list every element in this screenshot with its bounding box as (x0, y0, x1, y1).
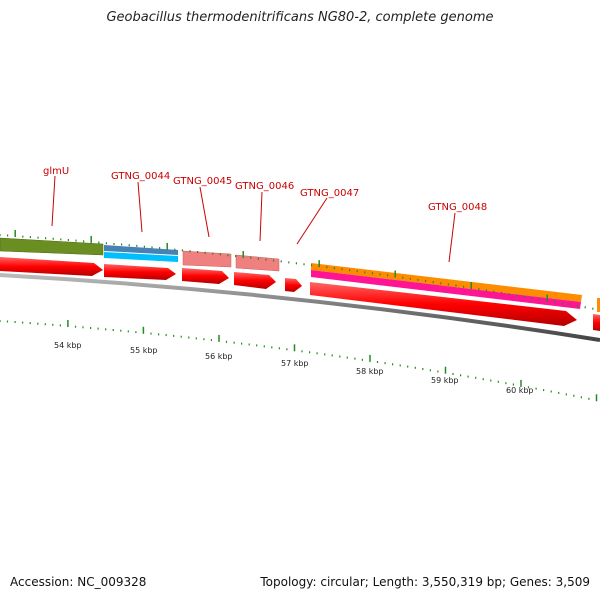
genome-summary-text: Topology: circular; Length: 3,550,319 bp… (260, 575, 590, 589)
next-feature-orange[interactable] (597, 298, 600, 312)
gene-label-glmU[interactable]: glmU (43, 166, 69, 177)
gene-label-gtng-0044[interactable]: GTNG_0044 (111, 171, 170, 182)
glmU-feature-box[interactable] (0, 237, 104, 256)
scale-label-59kbp: 59 kbp (431, 376, 459, 385)
feature-tracks (0, 237, 600, 312)
scale-label-57kbp: 57 kbp (281, 359, 309, 368)
scale-labels: 54 kbp 55 kbp 56 kbp 57 kbp 58 kbp 59 kb… (54, 341, 534, 395)
gtng-0044-leader (137, 181, 143, 233)
gene-label-gtng-0047[interactable]: GTNG_0047 (300, 188, 359, 199)
gtng-0046-leader (259, 191, 263, 242)
genome-backbone (0, 273, 600, 342)
gtng-0047-cds-arrow[interactable] (285, 278, 302, 292)
map-title: Geobacillus thermodenitrificans NG80-2, … (106, 10, 494, 25)
next-cds-arrow[interactable] (593, 314, 600, 331)
gtng-0048-feature-orange[interactable] (311, 263, 582, 302)
gene-label-gtng-0048[interactable]: GTNG_0048 (428, 202, 487, 213)
glmU-cds-arrow[interactable] (0, 257, 103, 276)
lower-tick-ring (0, 320, 598, 402)
gene-label-gtng-0045[interactable]: GTNG_0045 (173, 176, 232, 187)
scale-label-58kbp: 58 kbp (356, 367, 384, 376)
gtng-0045-leader (199, 186, 210, 238)
accession-text: Accession: NC_009328 (10, 575, 147, 589)
gtng-0047-leader (296, 197, 328, 245)
gene-labels: glmU GTNG_0044 GTNG_0045 GTNG_0046 GTNG_… (43, 166, 487, 213)
gtng-0044-cds-arrow[interactable] (104, 264, 176, 280)
gtng-0045-cds-arrow[interactable] (182, 268, 229, 284)
gene-label-gtng-0046[interactable]: GTNG_0046 (235, 181, 294, 192)
scale-label-60kbp: 60 kbp (506, 386, 534, 395)
gtng-0048-leader (448, 212, 456, 263)
scale-label-56kbp: 56 kbp (205, 352, 233, 361)
gtng-0046-cds-arrow[interactable] (234, 272, 276, 289)
scale-label-55kbp: 55 kbp (130, 346, 158, 355)
glmU-leader (51, 175, 56, 227)
gtng-0044-feature-box-top[interactable] (104, 245, 178, 255)
scale-label-54kbp: 54 kbp (54, 341, 82, 350)
gtng-0044-feature-box-bottom[interactable] (104, 252, 178, 262)
label-leaders (51, 175, 456, 263)
cds-arrows (0, 257, 600, 331)
gtng-0048-cds-arrow[interactable] (310, 282, 577, 326)
gtng-0045-feature-box[interactable] (182, 250, 232, 268)
upper-tick-ring (0, 230, 594, 310)
gtng-0048-feature-magenta[interactable] (311, 270, 581, 309)
gtng-0046-feature-box[interactable] (235, 254, 280, 272)
